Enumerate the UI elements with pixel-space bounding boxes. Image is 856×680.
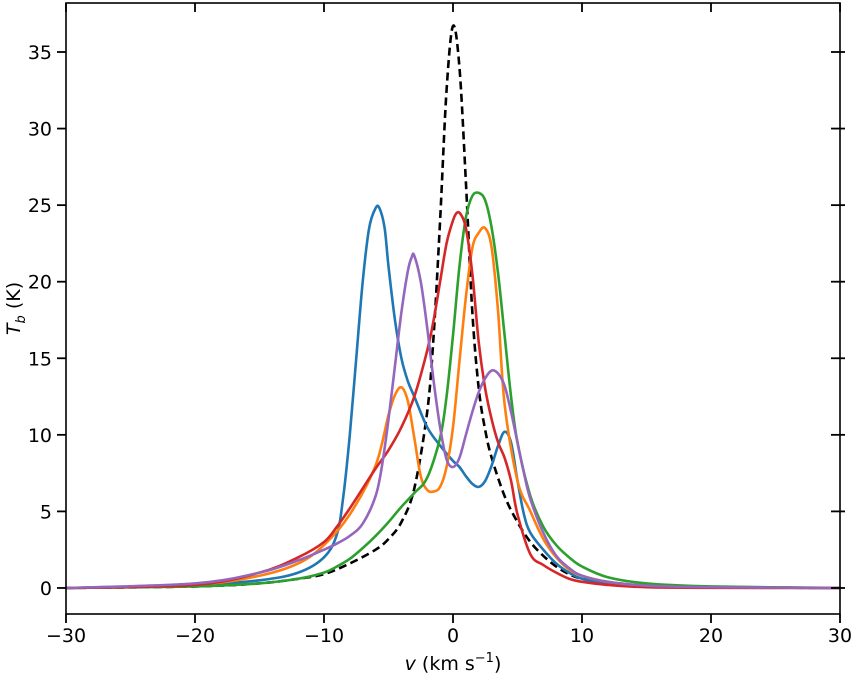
- series-line-0: [65, 24, 841, 590]
- x-axis-label-sup: −1: [475, 651, 494, 666]
- y-tick-label: 20: [28, 272, 52, 294]
- x-axis-label-close: ): [494, 653, 501, 675]
- series-line-2: [64, 226, 842, 590]
- x-axis-label-var: v: [405, 653, 417, 675]
- y-axis-label-sub: b: [14, 315, 29, 323]
- y-tick-label: 15: [28, 348, 52, 370]
- x-tick-label: 10: [570, 625, 594, 647]
- x-tick-label: −30: [46, 625, 86, 647]
- y-tick-label: 10: [28, 425, 52, 447]
- y-axis-label-var: T: [3, 322, 25, 335]
- x-tick-label: 30: [828, 625, 852, 647]
- y-tick-label: 35: [28, 42, 52, 64]
- y-tick-label: 5: [40, 501, 52, 523]
- ticks-layer: −30 −20 −10 0 10 20 30 0 5 10 15 20 25 30 35: [28, 3, 852, 647]
- x-tick-label: 0: [447, 625, 459, 647]
- x-tick-label: 20: [699, 625, 723, 647]
- x-axis-label: v (km s−1): [405, 651, 502, 675]
- series-line-1: [64, 204, 842, 590]
- y-tick-label: 30: [28, 119, 52, 141]
- x-tick-label: −10: [304, 625, 344, 647]
- y-axis-label: Tb (K): [3, 282, 29, 335]
- plot-frame: [65, 2, 841, 615]
- series-line-4: [64, 210, 842, 590]
- y-tick-label: 25: [28, 195, 52, 217]
- series-line-3: [64, 191, 842, 590]
- y-axis-label-text: (K): [3, 282, 25, 315]
- x-tick-label: −20: [175, 625, 215, 647]
- series-layer: [64, 24, 842, 590]
- series-line-5: [64, 252, 842, 590]
- y-tick-label: 0: [40, 578, 52, 600]
- x-axis-label-text: (km s: [416, 653, 475, 675]
